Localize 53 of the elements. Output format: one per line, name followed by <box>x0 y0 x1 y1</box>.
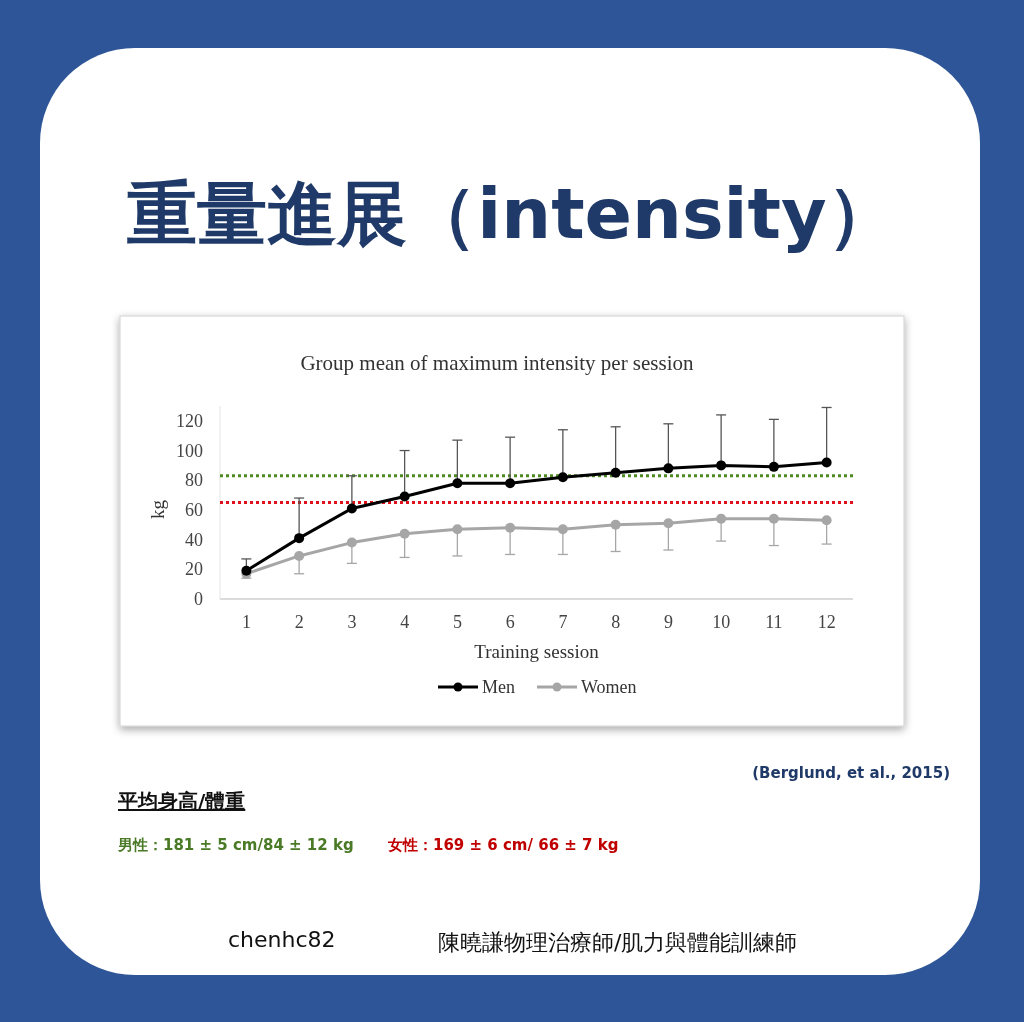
x-axis-title: Training session <box>474 641 600 662</box>
y-tick-label: 80 <box>185 470 203 491</box>
y-tick-label: 40 <box>185 529 203 550</box>
point <box>821 457 832 468</box>
text: 女性：169 ± 6 cm/ 66 ± 7 kg <box>387 836 619 854</box>
xtick: 12 <box>817 612 836 632</box>
xtick: 5 <box>452 612 462 632</box>
point <box>346 537 357 548</box>
point <box>399 528 410 539</box>
text: (Berglund, et al., 2015) <box>752 764 950 782</box>
chart-title: 重量進展（intensity） <box>127 173 897 255</box>
point <box>557 524 568 535</box>
xtick: 6 <box>505 612 515 632</box>
point <box>452 524 463 535</box>
point <box>663 463 674 474</box>
y-tick-label: 120 <box>176 410 203 431</box>
y-tick-label: 0 <box>194 589 203 609</box>
y-tick-label: 100 <box>176 440 203 461</box>
point <box>294 533 305 544</box>
xtick: 2 <box>294 612 304 632</box>
point <box>346 503 357 514</box>
point <box>716 460 727 471</box>
y-tick-label: 20 <box>185 559 203 580</box>
point <box>768 461 779 472</box>
point <box>452 478 463 489</box>
point <box>505 478 516 489</box>
y-tick-label: 60 <box>185 499 203 520</box>
point <box>610 519 621 530</box>
xtick: 4 <box>400 612 410 632</box>
point <box>399 491 410 502</box>
point <box>768 513 779 524</box>
point <box>716 513 727 524</box>
legend-label: Men <box>482 677 515 697</box>
xtick: 9 <box>663 612 673 632</box>
point <box>505 522 516 533</box>
text: 平均身高/體重 <box>117 789 246 813</box>
xtick: 11 <box>765 612 783 632</box>
chart-subtitle: Group mean of maximum intensity per session <box>300 351 695 375</box>
legend-label: Women <box>581 677 637 697</box>
text: chenhc82 <box>228 927 336 952</box>
xtick: 7 <box>558 612 568 632</box>
point <box>557 472 568 483</box>
point <box>294 550 305 561</box>
xtick: 1 <box>241 612 251 632</box>
y-axis-title: kg <box>147 499 168 519</box>
xtick: 3 <box>347 612 357 632</box>
xtick: 10 <box>712 612 731 632</box>
xtick: 8 <box>611 612 621 632</box>
text: 男性：181 ± 5 cm/84 ± 12 kg <box>117 836 354 854</box>
point <box>821 515 832 526</box>
point <box>663 518 674 529</box>
point <box>610 467 621 478</box>
text: 陳曉謙物理治療師/肌力與體能訓練師 <box>438 930 798 955</box>
